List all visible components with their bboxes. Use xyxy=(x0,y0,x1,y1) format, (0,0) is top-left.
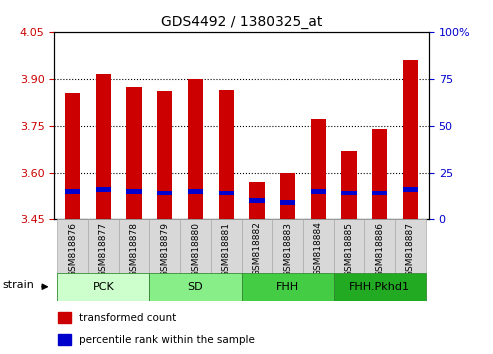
Text: SD: SD xyxy=(188,282,203,292)
Bar xyxy=(218,90,234,219)
Bar xyxy=(395,219,426,273)
Bar xyxy=(311,189,326,194)
Bar xyxy=(341,191,357,195)
Bar xyxy=(188,79,203,219)
Bar xyxy=(403,187,418,192)
Text: GSM818884: GSM818884 xyxy=(314,222,323,276)
Bar xyxy=(249,182,265,219)
Bar xyxy=(157,191,173,195)
Title: GDS4492 / 1380325_at: GDS4492 / 1380325_at xyxy=(161,16,322,29)
Bar xyxy=(149,219,180,273)
Bar xyxy=(334,219,364,273)
Bar xyxy=(280,200,295,205)
Text: GSM818881: GSM818881 xyxy=(222,222,231,276)
Bar xyxy=(157,91,173,219)
Bar xyxy=(96,187,111,192)
Text: PCK: PCK xyxy=(93,282,114,292)
Bar xyxy=(188,189,203,194)
Bar xyxy=(88,219,119,273)
Bar xyxy=(218,191,234,195)
Bar xyxy=(58,312,71,323)
Text: GSM818885: GSM818885 xyxy=(345,222,353,276)
Text: FHH: FHH xyxy=(276,282,299,292)
Bar xyxy=(272,219,303,273)
Text: GSM818882: GSM818882 xyxy=(252,222,261,276)
Text: GSM818887: GSM818887 xyxy=(406,222,415,276)
Bar xyxy=(65,93,80,219)
Text: GSM818877: GSM818877 xyxy=(99,222,108,276)
Bar xyxy=(119,219,149,273)
Text: GSM818880: GSM818880 xyxy=(191,222,200,276)
Bar xyxy=(372,191,387,195)
Bar xyxy=(211,219,242,273)
Bar xyxy=(65,189,80,194)
Text: FHH.Pkhd1: FHH.Pkhd1 xyxy=(349,282,410,292)
Bar xyxy=(242,273,334,301)
Text: transformed count: transformed count xyxy=(78,313,176,323)
Bar xyxy=(126,87,142,219)
Bar xyxy=(403,60,418,219)
Text: percentile rank within the sample: percentile rank within the sample xyxy=(78,335,254,345)
Bar xyxy=(242,219,272,273)
Bar xyxy=(249,199,265,203)
Bar xyxy=(149,273,242,301)
Text: GSM818876: GSM818876 xyxy=(68,222,77,276)
Bar xyxy=(311,119,326,219)
Text: GSM818879: GSM818879 xyxy=(160,222,169,276)
Text: strain: strain xyxy=(3,280,35,290)
Bar xyxy=(58,334,71,345)
Bar xyxy=(341,151,357,219)
Bar xyxy=(96,74,111,219)
Bar xyxy=(57,273,149,301)
Bar xyxy=(303,219,334,273)
Bar xyxy=(280,173,295,219)
Text: GSM818886: GSM818886 xyxy=(375,222,384,276)
Bar xyxy=(126,189,142,194)
Bar xyxy=(57,219,88,273)
Text: GSM818878: GSM818878 xyxy=(130,222,139,276)
Bar xyxy=(334,273,426,301)
Bar xyxy=(372,129,387,219)
Bar xyxy=(180,219,211,273)
Bar xyxy=(364,219,395,273)
Text: GSM818883: GSM818883 xyxy=(283,222,292,276)
